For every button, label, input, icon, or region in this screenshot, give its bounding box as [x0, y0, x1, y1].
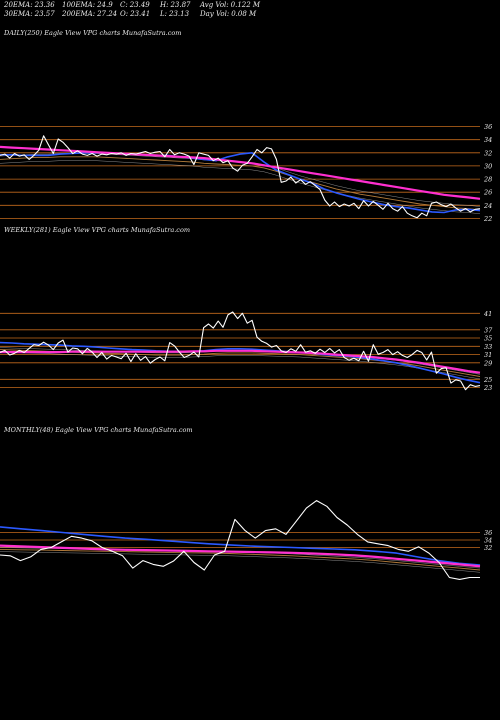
weekly-ema-short-line: [0, 341, 481, 384]
daily-ytick-label: 30: [484, 162, 492, 170]
daily-ytick-label: 28: [483, 176, 492, 184]
weekly-price-line: [0, 311, 481, 391]
monthly-ytick-label: 34: [484, 537, 492, 545]
daily-price-line: [0, 135, 481, 219]
stat-open: O: 23.41: [120, 10, 150, 18]
weekly-ytick-label: 29: [483, 359, 492, 367]
weekly-ytick-label: 33: [484, 343, 492, 351]
stat-high: H: 23.87: [159, 1, 191, 9]
daily-minor-ema-line: [0, 160, 481, 215]
monthly-ema-short-line: [0, 526, 481, 566]
stat-avg-vol: Avg Vol: 0.122 M: [199, 1, 261, 9]
daily-ytick-label: 24: [483, 202, 492, 210]
daily-ema-mid-line: [0, 156, 481, 211]
weekly-panel-title: WEEKLY(281) Eagle View VPG charts Munafa…: [4, 226, 190, 234]
monthly-ytick-label: 36: [484, 529, 492, 537]
header-stats: 20EMA: 23.36 100EMA: 24.9 C: 23.49 H: 23.87 …: [3, 1, 261, 18]
daily-ytick-label: 22: [483, 215, 492, 223]
weekly-ytick-label: 23: [483, 384, 492, 392]
weekly-ytick-label: 37: [484, 326, 493, 334]
daily-ytick-label: 34: [484, 136, 492, 144]
weekly-ytick-label: 35: [484, 335, 492, 343]
weekly-ytick-label: 31: [484, 351, 492, 359]
stat-30ema: 30EMA: 23.57: [4, 10, 55, 18]
weekly-ytick-label: 41: [483, 310, 492, 318]
stat-day-vol: Day Vol: 0.08 M: [199, 10, 257, 18]
monthly-price-line: [0, 500, 480, 580]
daily-ema-long-line: [0, 145, 481, 200]
monthly-ema-mid-line: [0, 548, 481, 571]
stat-close: C: 23.49: [120, 1, 150, 9]
daily-panel-title: DAILY(250) Eagle View VPG charts MunafaS…: [3, 29, 181, 37]
monthly-ytick-label: 32: [484, 544, 492, 552]
stat-20ema: 20EMA: 23.36: [3, 1, 55, 9]
monthly-ema-long-line: [0, 544, 481, 568]
weekly-ytick-label: 25: [483, 376, 492, 384]
monthly-panel-title: MONTHLY(48) Eagle View VPG charts Munafa…: [3, 426, 193, 434]
daily-ytick-label: 26: [483, 189, 492, 197]
stat-200ema: 200EMA: 27.24: [61, 10, 117, 18]
daily-ytick-label: 32: [484, 149, 492, 157]
monthly-minor-ema-line: [0, 551, 481, 573]
daily-panel: 36 34 32 30 28 26 24 22: [0, 123, 492, 223]
stat-low: L: 23.13: [159, 10, 190, 18]
daily-ytick-label: 36: [484, 123, 492, 131]
stat-100ema: 100EMA: 24.9: [62, 1, 113, 9]
weekly-minor-ema-line: [0, 351, 481, 380]
